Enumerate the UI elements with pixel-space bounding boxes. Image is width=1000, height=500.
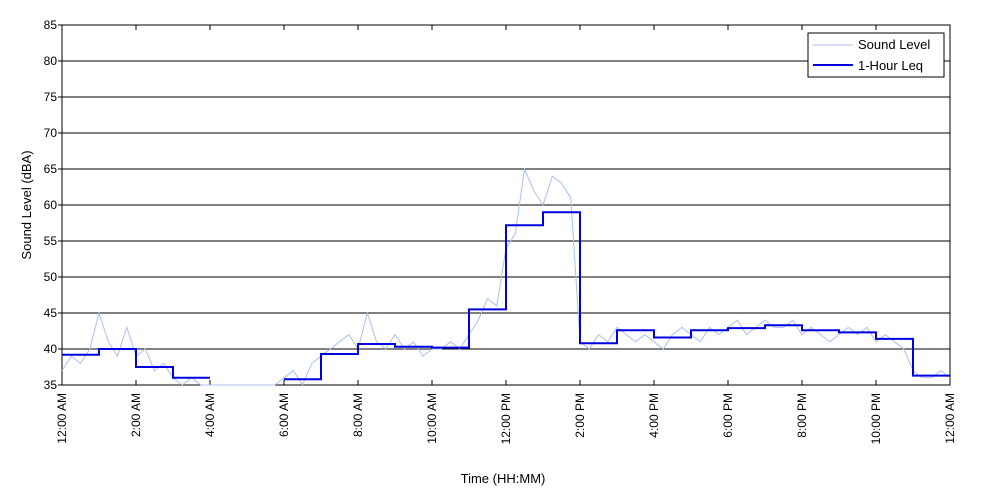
y-axis-label: Sound Level (dBA) — [19, 150, 34, 259]
x-tick-label: 10:00 AM — [425, 393, 439, 444]
y-tick-label: 80 — [44, 54, 58, 68]
x-tick-label: 12:00 AM — [943, 393, 957, 444]
x-tick-label: 8:00 AM — [351, 393, 365, 437]
x-tick-label: 4:00 AM — [203, 393, 217, 437]
x-tick-label: 2:00 AM — [129, 393, 143, 437]
y-tick-label: 70 — [44, 126, 58, 140]
x-tick-label: 12:00 PM — [499, 393, 513, 444]
y-tick-label: 35 — [44, 378, 58, 392]
y-tick-label: 85 — [44, 18, 58, 32]
legend-box — [807, 32, 945, 78]
series-layer — [61, 167, 951, 387]
x-tick-label: 6:00 PM — [721, 393, 735, 438]
y-tick-labels: 35 40 45 50 55 60 65 70 75 80 85 — [44, 18, 58, 392]
x-tick-label: 8:00 PM — [795, 393, 809, 438]
y-tick-label: 60 — [44, 198, 58, 212]
legend: Sound Level 1-Hour Leq — [807, 32, 945, 78]
y-tick-label: 40 — [44, 342, 58, 356]
x-axis-label: Time (HH:MM) — [461, 471, 546, 486]
y-tick-label: 75 — [44, 90, 58, 104]
legend-label-1-hour-leq: 1-Hour Leq — [858, 58, 923, 73]
y-tick-label: 50 — [44, 270, 58, 284]
y-tick-label: 45 — [44, 306, 58, 320]
leq-step-line — [62, 211, 950, 381]
x-tick-label: 12:00 AM — [55, 393, 69, 444]
y-tick-label: 55 — [44, 234, 58, 248]
x-tick-label: 4:00 PM — [647, 393, 661, 438]
grid-lines — [58, 24, 951, 386]
x-tick-labels: 12:00 AM 2:00 AM 4:00 AM 6:00 AM 8:00 AM 10:0… — [55, 393, 957, 444]
x-tick-label: 2:00 PM — [573, 393, 587, 438]
legend-label-sound-level: Sound Level — [858, 37, 930, 52]
x-tick-label: 6:00 AM — [277, 393, 291, 437]
y-tick-label: 65 — [44, 162, 58, 176]
x-tick-label: 10:00 PM — [869, 393, 883, 444]
